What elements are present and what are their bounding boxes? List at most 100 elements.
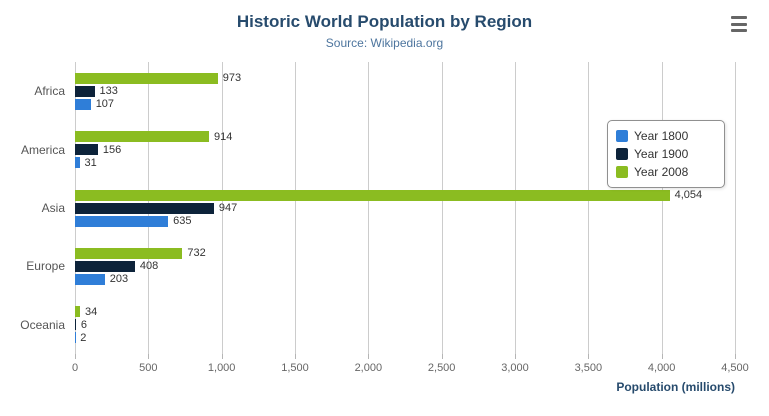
bar-line: 4,054	[75, 189, 735, 202]
bar-year-1800[interactable]	[75, 215, 169, 227]
export-menu-button[interactable]	[731, 16, 751, 32]
category-row: America 914 156 31	[21, 120, 735, 178]
category-row: Oceania 34 6 2	[20, 296, 735, 354]
bar-value-label: 732	[187, 247, 206, 260]
bar-year-1800[interactable]	[75, 98, 91, 110]
bar-year-1900[interactable]	[75, 85, 95, 97]
x-tick-label: 1,000	[207, 362, 236, 374]
category-label: Oceania	[20, 317, 65, 332]
tick-mark	[735, 354, 736, 359]
legend-item-year-1900[interactable]: Year 1900	[616, 145, 716, 163]
category-label: Asia	[41, 201, 65, 216]
x-tick-label: 4,000	[647, 362, 676, 374]
bar-value-label: 107	[95, 98, 115, 111]
x-tick-label: 1,500	[281, 362, 309, 374]
bar-value-label: 947	[218, 202, 238, 215]
legend-label: Year 1900	[634, 147, 689, 161]
bar-line: 31	[75, 156, 735, 169]
bar-value-label: 156	[102, 143, 122, 156]
x-tick-label: 500	[139, 362, 158, 374]
bar-value-label: 4,054	[674, 189, 703, 202]
bar-year-2008[interactable]	[75, 306, 80, 318]
tick-mark	[221, 354, 223, 359]
legend-swatch	[616, 130, 628, 142]
legend-label: Year 1800	[634, 129, 689, 143]
legend-swatch	[616, 166, 628, 178]
gridline	[221, 62, 223, 354]
legend-swatch	[616, 148, 628, 160]
bar-year-1800[interactable]	[75, 157, 80, 169]
bar-year-1900[interactable]	[75, 319, 76, 331]
bar-line: 947	[75, 202, 735, 215]
bar-line: 34	[75, 305, 735, 318]
bar-value-label: 408	[139, 260, 159, 273]
chart-subtitle: Source: Wikipedia.org	[325, 36, 444, 50]
category-row: Asia 4,054 947 635	[42, 179, 735, 237]
bar-year-2008[interactable]	[75, 131, 210, 143]
hamburger-icon	[731, 16, 747, 19]
x-tick-label: 3,000	[501, 362, 529, 374]
bar-value-label: 2	[80, 331, 87, 344]
bar-year-2008[interactable]	[75, 247, 183, 259]
category-label: America	[20, 142, 65, 157]
bar-year-1900[interactable]	[75, 202, 214, 214]
tick-mark	[295, 354, 296, 359]
legend-label: Year 2008	[634, 165, 689, 179]
gridline	[735, 62, 736, 354]
gridline	[661, 62, 663, 354]
gridline	[588, 62, 590, 354]
gridline	[295, 62, 296, 354]
tick-mark	[515, 354, 516, 359]
bar-line: 973	[75, 72, 735, 85]
bar-value-label: 203	[109, 273, 129, 286]
tick-mark	[661, 354, 663, 359]
tick-mark	[441, 354, 443, 359]
legend-item-year-2008[interactable]: Year 2008	[616, 163, 716, 181]
x-axis-title: Population (millions)	[616, 380, 735, 394]
category-row: Africa 973 133 107	[34, 62, 735, 120]
bar-line: 635	[75, 215, 735, 228]
bar-year-1900[interactable]	[75, 260, 135, 272]
bar-value-label: 133	[99, 85, 118, 98]
axis-tickmarks	[75, 354, 736, 359]
plot-area: Africa 973 133 107 America 914 156 31 Asia 4,054 9…	[20, 62, 736, 359]
chart-title: Historic World Population by Region	[236, 12, 533, 31]
bar-line: 6	[75, 318, 735, 331]
x-tick-label: 2,500	[427, 362, 456, 374]
x-axis-labels: 0 500 1,000 1,500 2,000 2,500 3,000 3,500 4,000 4…	[71, 362, 749, 376]
category-row: Europe 732 408 203	[26, 237, 735, 295]
bar-year-2008[interactable]	[75, 72, 218, 84]
bar-value-label: 914	[214, 130, 233, 143]
tick-mark	[148, 354, 150, 359]
tick-mark	[368, 354, 370, 359]
bar-line: 2	[75, 331, 735, 344]
bar-line: 732	[75, 247, 735, 260]
plot-rows: Africa 973 133 107 America 914 156 31 Asia 4,054 9…	[20, 62, 735, 354]
bar-line: 203	[75, 273, 735, 286]
x-tick-label: 4,500	[721, 362, 749, 374]
bar-line: 133	[75, 85, 735, 98]
bar-value-label: 6	[80, 318, 87, 331]
gridline	[368, 62, 370, 354]
legend: Year 1800 Year 1900 Year 2008	[607, 120, 725, 188]
x-tick-label: 2,000	[354, 362, 383, 374]
bar-value-label: 31	[84, 156, 97, 169]
bar-line: 408	[75, 260, 735, 273]
gridline	[441, 62, 443, 354]
bar-line: 156	[75, 143, 735, 156]
x-tick-label: 0	[71, 362, 79, 374]
category-label: Africa	[34, 84, 65, 99]
gridline	[515, 62, 516, 354]
bar-line: 914	[75, 130, 735, 143]
bar-year-1900[interactable]	[75, 144, 98, 156]
bar-year-2008[interactable]	[75, 189, 670, 201]
bar-value-label: 973	[222, 72, 242, 85]
bar-value-label: 34	[84, 305, 98, 318]
bar-year-1800[interactable]	[75, 273, 105, 285]
tick-mark	[75, 354, 76, 359]
x-tick-label: 3,500	[574, 362, 603, 374]
legend-item-year-1800[interactable]: Year 1800	[616, 127, 716, 145]
category-label: Europe	[26, 259, 65, 274]
bar-value-label: 635	[173, 215, 192, 228]
